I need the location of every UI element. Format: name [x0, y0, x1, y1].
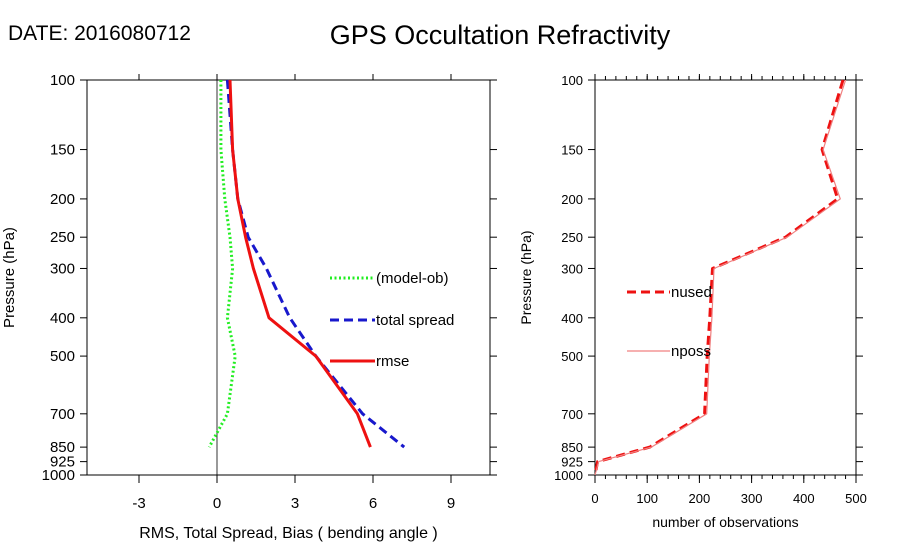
date-label: DATE: 2016080712: [8, 22, 191, 45]
panel1-ytick-label: 400: [50, 310, 75, 327]
panel1-y-axis-label: Pressure (hPa): [1, 227, 18, 328]
panel2-xtick-label: 500: [845, 491, 867, 506]
panel1-ytick-label: 200: [50, 191, 75, 208]
chart-title: GPS Occultation Refractivity: [329, 20, 671, 50]
panel1-ytick-label: 300: [50, 260, 75, 277]
panel2-ytick-label: 850: [561, 440, 583, 455]
panel1-xtick-label: 3: [291, 495, 299, 512]
panel1-xtick-label: 6: [369, 495, 377, 512]
panel1-legend-label: rmse: [376, 353, 409, 370]
panel1-series-modelob: [207, 80, 237, 448]
panel2-legend-label: nposs: [671, 343, 711, 360]
panel2-legend-label: nused: [671, 284, 712, 301]
panel2-ytick-label: 300: [561, 261, 583, 276]
panel1-xtick-label: -3: [132, 495, 145, 512]
panel1-ytick-label: 925: [50, 454, 75, 471]
panel2-y-axis-label: Pressure (hPa): [518, 230, 534, 324]
panel1-frame: [86, 79, 491, 476]
panel1-ytick-label: 500: [50, 348, 75, 365]
panel2-ytick-label: 200: [561, 192, 583, 207]
panel2-ytick-label: 250: [561, 230, 583, 245]
panel2-ytick-label: 150: [561, 143, 583, 158]
panel2-ytick-label: 500: [561, 349, 583, 364]
panel1-ytick-label: 150: [50, 142, 75, 159]
panel2-ytick-label: 400: [561, 311, 583, 326]
panel2-ytick-label: 100: [561, 73, 583, 88]
panel1-series-totalspread: [225, 79, 406, 449]
panel2-xtick-label: 200: [689, 491, 711, 506]
panel1-legend-label: (model-ob): [376, 270, 449, 287]
panel1-ytick-label: 700: [50, 406, 75, 423]
panel2-series-nposs: [594, 79, 847, 476]
panel2-xtick-label: 400: [793, 491, 815, 506]
panel2-x-axis-label: number of observations: [652, 514, 798, 530]
panel2-xtick-label: 100: [636, 491, 658, 506]
panel1-ytick-label: 850: [50, 439, 75, 456]
panel2-ytick-label: 925: [561, 455, 583, 470]
panel2-ytick-label: 1000: [554, 468, 583, 483]
panel2-ytick-label: 700: [561, 407, 583, 422]
panel1-xtick-label: 0: [213, 495, 221, 512]
panel1-xtick-label: 9: [447, 495, 455, 512]
panel1-ytick-label: 250: [50, 229, 75, 246]
panel2-frame: [594, 79, 857, 476]
panel2-xtick-label: 300: [741, 491, 763, 506]
panel1-ytick-label: 1000: [42, 467, 75, 484]
panel1-ytick-label: 100: [50, 72, 75, 89]
panel2-series-nused: [593, 79, 845, 476]
panel1-series-rmse: [228, 79, 372, 448]
panel1-x-axis-label: RMS, Total Spread, Bias ( bending angle …: [139, 525, 438, 542]
panel2-xtick-label: 0: [591, 491, 598, 506]
panel1-legend-label: total spread: [376, 312, 454, 329]
